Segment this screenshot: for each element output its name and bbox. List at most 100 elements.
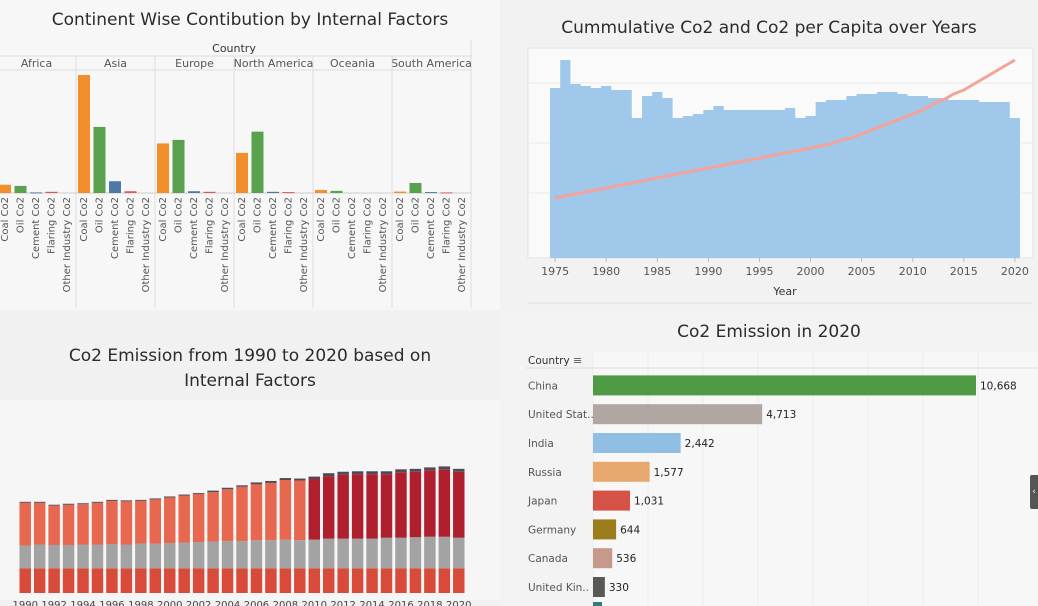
country-label: Japan [527, 496, 557, 508]
stacked-bar-segment [164, 543, 176, 569]
category-label: Cement Co2 [426, 197, 437, 259]
stacked-bar-segment [279, 478, 292, 480]
category-label: Cement Co2 [189, 197, 200, 259]
bar [593, 461, 650, 482]
stacked-bar-segment [120, 544, 133, 569]
bar [203, 191, 216, 193]
value-label: 536 [616, 553, 636, 565]
stacked-bar-segment [395, 472, 407, 538]
x-tick-label: 1994 [70, 600, 95, 606]
category-label: Coal Co2 [316, 197, 327, 242]
stacked-bar-segment [322, 476, 335, 539]
bar [267, 191, 279, 193]
bar [593, 375, 976, 396]
stacked-bar-segment [62, 503, 75, 505]
stacked-bar-segment [395, 537, 407, 569]
stacked-bar-segment [409, 468, 422, 472]
stacked-bar-segment [308, 568, 320, 593]
stacked-bar-segment [366, 538, 378, 569]
category-label: Other Industry Co2 [141, 197, 152, 292]
category-label: Flaring Co2 [284, 197, 295, 254]
category-label: Other Industry Co2 [62, 197, 73, 292]
pane-collapse-handle[interactable]: ‹ [1030, 475, 1038, 509]
stacked-bar-segment [164, 497, 176, 544]
stacked-bar-segment [106, 500, 118, 545]
stacked-bar-segment [221, 568, 234, 593]
category-label: Other Industry Co2 [378, 197, 389, 292]
stacked-bar-segment [380, 568, 393, 593]
stacked-bar-segment [395, 469, 407, 473]
bar [593, 519, 617, 540]
stacked-bar-segment [178, 542, 190, 569]
category-label: Cement Co2 [31, 197, 42, 259]
x-tick-label: 1990 [694, 265, 722, 278]
value-label: 2,442 [685, 438, 715, 450]
bar [330, 190, 343, 193]
category-label: Oil Co2 [95, 197, 106, 233]
x-tick-label: 1995 [745, 265, 773, 278]
bar [593, 490, 631, 511]
stacked-bar-segment [250, 568, 263, 593]
x-tick-label: 2010 [899, 265, 927, 278]
x-tick-label: 1990 [12, 600, 37, 606]
stacked-bar-segment [236, 486, 248, 542]
stacked-bar-segment [409, 537, 422, 569]
stacked-bar-segment [120, 568, 133, 593]
chart-title: Co2 Emission in 2020 [677, 322, 861, 342]
stacked-bar-segment [351, 538, 364, 569]
chart-title: Co2 Emission from 1990 to 2020 based on … [68, 346, 432, 391]
stacked-bar-segment [192, 568, 205, 593]
stacked-bar-segment [135, 499, 147, 501]
stacked-bar-segment [380, 537, 393, 569]
category-label: Cement Co2 [268, 197, 279, 259]
stacked-bar-segment [250, 482, 263, 485]
category-label: Coal Co2 [237, 197, 248, 242]
stacked-bar-segment [337, 474, 349, 539]
stacked-bar-segment [409, 471, 422, 538]
stacked-bar-segment [19, 568, 31, 593]
stacked-bar-segment [424, 536, 436, 569]
column-header: Country [528, 355, 570, 367]
stacked-bar-segment [120, 501, 133, 545]
category-label: Oil Co2 [253, 197, 264, 233]
category-label: Flaring Co2 [205, 197, 216, 254]
stacked-bar-segment [279, 479, 292, 540]
x-tick-label: 2000 [797, 265, 825, 278]
value-label: 10,668 [980, 380, 1017, 392]
category-label: Coal Co2 [158, 197, 169, 242]
stacked-bar-segment [48, 544, 60, 569]
stacked-bar-segment [207, 541, 219, 569]
stacked-bar-segment [250, 540, 263, 569]
bar [236, 152, 248, 193]
group-label: Africa [21, 57, 52, 70]
x-tick-label: 2006 [244, 600, 269, 606]
stacked-bar-segment [294, 480, 306, 541]
stacked-bar-segment [337, 538, 349, 569]
stacked-bar-segment [380, 471, 393, 475]
group-label: Oceania [330, 57, 375, 70]
stacked-bar-segment [366, 568, 378, 593]
stacked-bar-segment [91, 502, 104, 545]
stacked-bar-segment [395, 568, 407, 593]
stacked-bar-segment [453, 568, 465, 593]
value-label: 1,577 [654, 467, 684, 479]
country-label: India [528, 438, 554, 450]
stacked-bar-segment [351, 474, 364, 539]
stacked-bar-segment [135, 500, 147, 544]
stacked-bar-segment [149, 499, 162, 544]
stacked-bar-segment [409, 568, 422, 593]
stacked-bar-segment [149, 568, 162, 593]
stacked-bar-segment [337, 568, 349, 593]
x-tick-label: 2010 [302, 600, 327, 606]
stacked-bar-segment [294, 478, 306, 481]
bar [0, 184, 11, 193]
stacked-bar-segment [106, 544, 118, 569]
stacked-bar-segment [178, 495, 190, 543]
emission-1990-2020-panel: Co2 Emission from 1990 to 2020 based on … [0, 310, 500, 606]
stacked-bar-segment [221, 489, 234, 542]
stacked-bar-segment [149, 498, 162, 500]
bar [124, 191, 137, 193]
stacked-bar-segment [424, 568, 436, 593]
stacked-bar-segment [351, 471, 364, 475]
value-label: 1,031 [634, 496, 664, 508]
